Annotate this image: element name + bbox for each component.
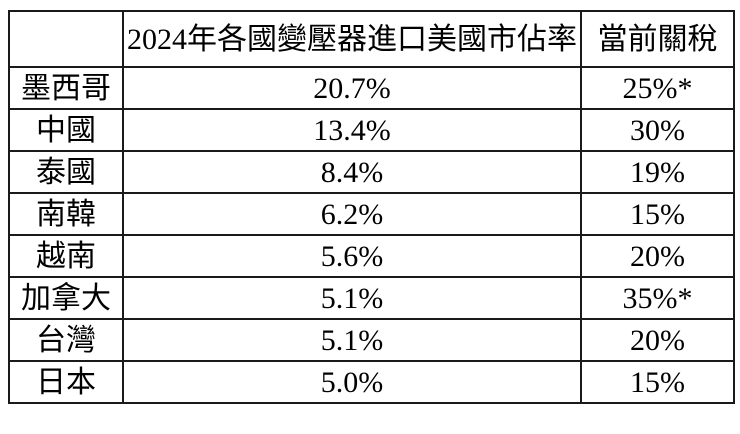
country-cell: 越南 [8,234,124,278]
country-cell: 泰國 [8,150,124,194]
tariff-table: 2024年各國變壓器進口美國市佔率 當前關稅 墨西哥 20.7% 25%* 中國… [8,10,735,404]
tariff-cell: 20% [580,234,735,278]
share-cell: 5.1% [122,276,582,320]
country-cell: 中國 [8,108,124,152]
country-cell: 墨西哥 [8,66,124,110]
table-row: 台灣 5.1% 20% [8,318,735,362]
tariff-cell: 25%* [580,66,735,110]
tariff-cell: 15% [580,192,735,236]
country-cell: 加拿大 [8,276,124,320]
country-cell: 南韓 [8,192,124,236]
share-cell: 5.1% [122,318,582,362]
table-row: 南韓 6.2% 15% [8,192,735,236]
tariff-cell: 30% [580,108,735,152]
table-row: 日本 5.0% 15% [8,360,735,404]
share-cell: 5.6% [122,234,582,278]
table-row: 越南 5.6% 20% [8,234,735,278]
share-column-header: 2024年各國變壓器進口美國市佔率 [122,10,582,68]
share-cell: 5.0% [122,360,582,404]
corner-header-cell [8,10,124,68]
tariff-cell: 20% [580,318,735,362]
table-row: 泰國 8.4% 19% [8,150,735,194]
header-row: 2024年各國變壓器進口美國市佔率 當前關稅 [8,10,735,68]
share-cell: 13.4% [122,108,582,152]
table-row: 中國 13.4% 30% [8,108,735,152]
country-cell: 日本 [8,360,124,404]
tariff-column-header: 當前關稅 [580,10,735,68]
share-cell: 20.7% [122,66,582,110]
tariff-cell: 15% [580,360,735,404]
table-row: 加拿大 5.1% 35%* [8,276,735,320]
table-row: 墨西哥 20.7% 25%* [8,66,735,110]
share-cell: 6.2% [122,192,582,236]
tariff-cell: 35%* [580,276,735,320]
tariff-cell: 19% [580,150,735,194]
share-cell: 8.4% [122,150,582,194]
country-cell: 台灣 [8,318,124,362]
